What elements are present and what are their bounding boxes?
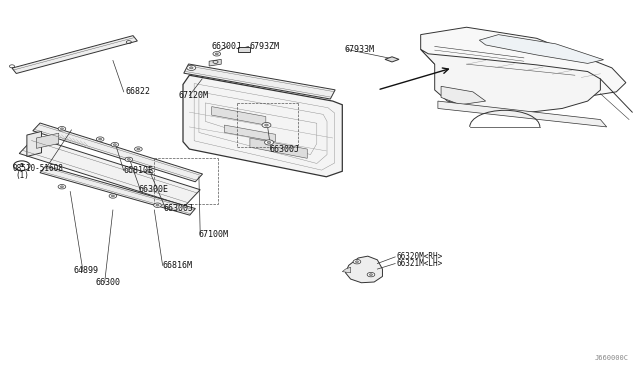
Bar [239, 47, 250, 52]
Text: 67100M: 67100M [199, 230, 229, 239]
Polygon shape [225, 125, 275, 142]
Circle shape [268, 141, 271, 144]
Circle shape [264, 140, 273, 145]
Circle shape [154, 203, 161, 208]
Circle shape [60, 186, 63, 187]
Polygon shape [420, 27, 626, 97]
Text: 64899: 64899 [74, 266, 99, 275]
Polygon shape [385, 57, 399, 62]
Circle shape [58, 185, 66, 189]
Circle shape [111, 195, 115, 197]
Circle shape [369, 274, 372, 276]
Text: 66321M<LH>: 66321M<LH> [396, 259, 443, 268]
Circle shape [262, 122, 271, 128]
Polygon shape [479, 35, 604, 63]
Circle shape [97, 137, 104, 141]
Text: 67933M: 67933M [344, 45, 374, 54]
Circle shape [213, 52, 221, 56]
Circle shape [58, 126, 66, 131]
Circle shape [60, 128, 63, 130]
Polygon shape [441, 86, 486, 105]
Circle shape [99, 138, 102, 140]
Text: 66320M<RH>: 66320M<RH> [396, 251, 443, 261]
Circle shape [111, 142, 118, 147]
Circle shape [134, 147, 142, 151]
Polygon shape [184, 64, 335, 99]
Text: 08510-51608: 08510-51608 [12, 164, 63, 173]
Text: 6793ZM: 6793ZM [250, 42, 280, 51]
Circle shape [127, 158, 131, 160]
Polygon shape [212, 107, 266, 125]
Circle shape [145, 170, 153, 174]
Circle shape [125, 157, 132, 161]
Polygon shape [346, 256, 383, 283]
Polygon shape [12, 36, 138, 74]
Polygon shape [209, 60, 221, 66]
Polygon shape [250, 138, 307, 158]
Text: 66300E: 66300E [138, 185, 168, 194]
Circle shape [367, 272, 375, 277]
Circle shape [156, 204, 159, 206]
Polygon shape [36, 133, 59, 148]
Text: 67120M: 67120M [179, 91, 209, 100]
Text: J660000C: J660000C [595, 355, 629, 361]
Polygon shape [183, 75, 342, 177]
Polygon shape [33, 123, 203, 182]
Circle shape [189, 67, 193, 69]
Circle shape [215, 53, 218, 55]
Polygon shape [40, 166, 195, 215]
Text: (1): (1) [15, 171, 29, 180]
Text: 66300J: 66300J [212, 42, 242, 51]
Polygon shape [420, 49, 600, 112]
Polygon shape [19, 137, 200, 206]
Text: 66300J: 66300J [269, 145, 299, 154]
Circle shape [109, 194, 116, 198]
Circle shape [113, 144, 116, 145]
Circle shape [137, 148, 140, 150]
Polygon shape [438, 101, 607, 127]
Circle shape [148, 171, 151, 173]
Text: 66300: 66300 [96, 278, 121, 287]
Circle shape [353, 260, 361, 264]
Polygon shape [342, 267, 351, 273]
Text: 66822: 66822 [125, 87, 150, 96]
Text: 66300J: 66300J [164, 204, 194, 214]
Circle shape [355, 261, 358, 263]
Text: 66816M: 66816M [163, 261, 193, 270]
Text: S: S [20, 163, 24, 168]
Polygon shape [27, 131, 42, 157]
Circle shape [187, 65, 196, 70]
Circle shape [265, 124, 268, 126]
Text: 66810E: 66810E [124, 166, 154, 175]
